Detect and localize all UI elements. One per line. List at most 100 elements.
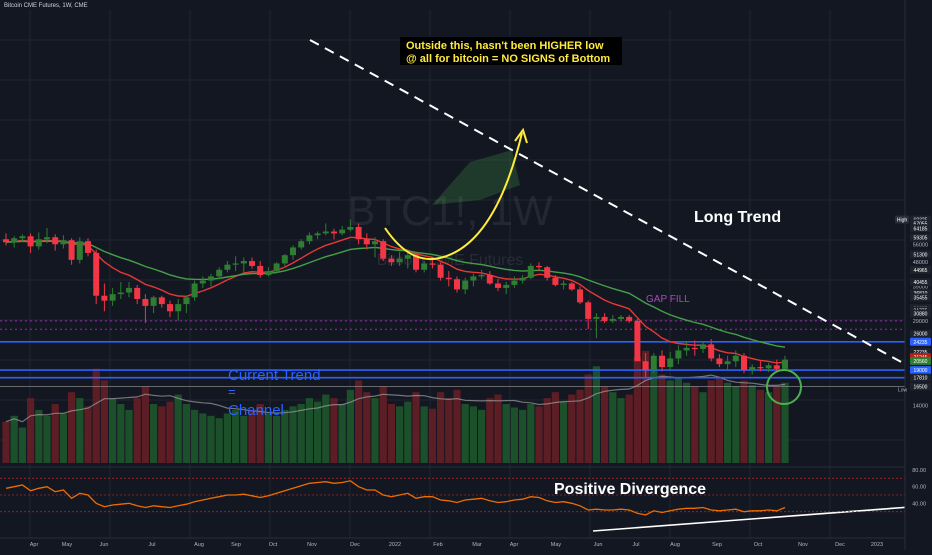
candle-body[interactable]: [27, 236, 34, 247]
highlight-circle[interactable]: [766, 369, 802, 405]
candle-body[interactable]: [544, 267, 551, 278]
long-trend-dashed-line[interactable]: [309, 39, 906, 365]
candle-body[interactable]: [150, 297, 157, 306]
candle-body[interactable]: [232, 263, 239, 265]
candle-body[interactable]: [527, 265, 534, 278]
candle-body[interactable]: [76, 241, 83, 260]
candle-body[interactable]: [437, 264, 444, 278]
candle-body[interactable]: [52, 237, 59, 245]
candle-body[interactable]: [503, 284, 510, 288]
candle-body[interactable]: [486, 275, 493, 284]
candle-body[interactable]: [265, 271, 272, 276]
candle-body[interactable]: [117, 292, 124, 295]
candle-body[interactable]: [519, 277, 526, 281]
candle-body[interactable]: [134, 287, 141, 299]
candle-body[interactable]: [396, 258, 403, 263]
candle-body[interactable]: [388, 258, 395, 263]
candle-body[interactable]: [331, 231, 337, 234]
candle-body[interactable]: [601, 316, 608, 321]
candle-body[interactable]: [478, 275, 485, 277]
candle-body[interactable]: [462, 280, 469, 290]
candle-body[interactable]: [167, 304, 173, 312]
candle-body[interactable]: [257, 265, 264, 276]
candle-body[interactable]: [404, 255, 411, 259]
candle-body[interactable]: [421, 263, 428, 270]
candle-body[interactable]: [683, 347, 690, 351]
candle-body[interactable]: [626, 316, 633, 321]
candle-body[interactable]: [741, 355, 747, 371]
candle-body[interactable]: [454, 279, 460, 290]
candle-body[interactable]: [782, 359, 788, 369]
candle-body[interactable]: [773, 365, 780, 369]
candle-body[interactable]: [642, 361, 649, 371]
candle-body[interactable]: [60, 240, 67, 245]
candle-body[interactable]: [667, 358, 674, 368]
candle-body[interactable]: [585, 302, 592, 319]
candle-body[interactable]: [765, 365, 772, 369]
candle-body[interactable]: [675, 350, 682, 359]
candle-body[interactable]: [314, 233, 321, 236]
candle-body[interactable]: [470, 276, 477, 281]
drawings[interactable]: [309, 39, 911, 532]
candle-body[interactable]: [68, 240, 75, 260]
candle-body[interactable]: [445, 277, 452, 280]
candlesticks[interactable]: [3, 219, 788, 378]
candle-body[interactable]: [3, 239, 9, 243]
candle-body[interactable]: [126, 287, 132, 293]
candle-body[interactable]: [372, 241, 378, 245]
candle-body[interactable]: [413, 255, 419, 270]
candle-body[interactable]: [240, 261, 247, 264]
candle-body[interactable]: [208, 276, 214, 281]
candle-body[interactable]: [158, 297, 165, 305]
candle-body[interactable]: [757, 367, 764, 369]
candle-body[interactable]: [618, 316, 624, 319]
candle-body[interactable]: [363, 239, 370, 245]
candle-body[interactable]: [577, 289, 583, 303]
candle-body[interactable]: [35, 239, 42, 247]
candle-body[interactable]: [224, 264, 231, 270]
candle-body[interactable]: [109, 294, 116, 301]
candle-body[interactable]: [609, 318, 616, 321]
divergence-trendline[interactable]: [592, 506, 911, 532]
candle-body[interactable]: [732, 355, 739, 362]
candle-body[interactable]: [716, 358, 723, 365]
candle-body[interactable]: [191, 283, 198, 298]
candle-body[interactable]: [659, 355, 665, 368]
candle-body[interactable]: [101, 295, 108, 301]
candle-body[interactable]: [700, 344, 706, 349]
candle-body[interactable]: [429, 263, 436, 265]
candle-body[interactable]: [142, 298, 149, 306]
candle-body[interactable]: [216, 269, 223, 277]
candle-body[interactable]: [85, 241, 91, 253]
candle-body[interactable]: [724, 361, 731, 365]
candle-body[interactable]: [19, 236, 26, 239]
candle-body[interactable]: [691, 347, 698, 350]
candle-body[interactable]: [593, 316, 600, 319]
candle-body[interactable]: [290, 247, 296, 256]
candle-body[interactable]: [355, 226, 362, 240]
candle-body[interactable]: [339, 229, 346, 234]
candle-body[interactable]: [298, 241, 305, 248]
candle-body[interactable]: [511, 280, 518, 285]
candle-body[interactable]: [11, 238, 18, 243]
candle-body[interactable]: [380, 241, 387, 259]
candle-body[interactable]: [249, 261, 255, 266]
candle-body[interactable]: [650, 355, 657, 371]
candle-body[interactable]: [281, 255, 288, 264]
candle-body[interactable]: [44, 237, 50, 240]
candle-body[interactable]: [322, 231, 329, 234]
candle-body[interactable]: [93, 252, 100, 296]
candle-body[interactable]: [199, 280, 206, 284]
rounding-bottom-curve[interactable]: [384, 132, 523, 261]
candle-body[interactable]: [568, 283, 575, 290]
candle-body[interactable]: [536, 265, 542, 268]
candle-body[interactable]: [347, 226, 354, 230]
candle-body[interactable]: [634, 320, 641, 362]
candle-body[interactable]: [175, 304, 182, 312]
candle-body[interactable]: [306, 235, 313, 242]
candle-body[interactable]: [552, 277, 559, 285]
candle-body[interactable]: [495, 283, 501, 288]
candle-body[interactable]: [560, 283, 567, 285]
candle-body[interactable]: [183, 297, 190, 305]
